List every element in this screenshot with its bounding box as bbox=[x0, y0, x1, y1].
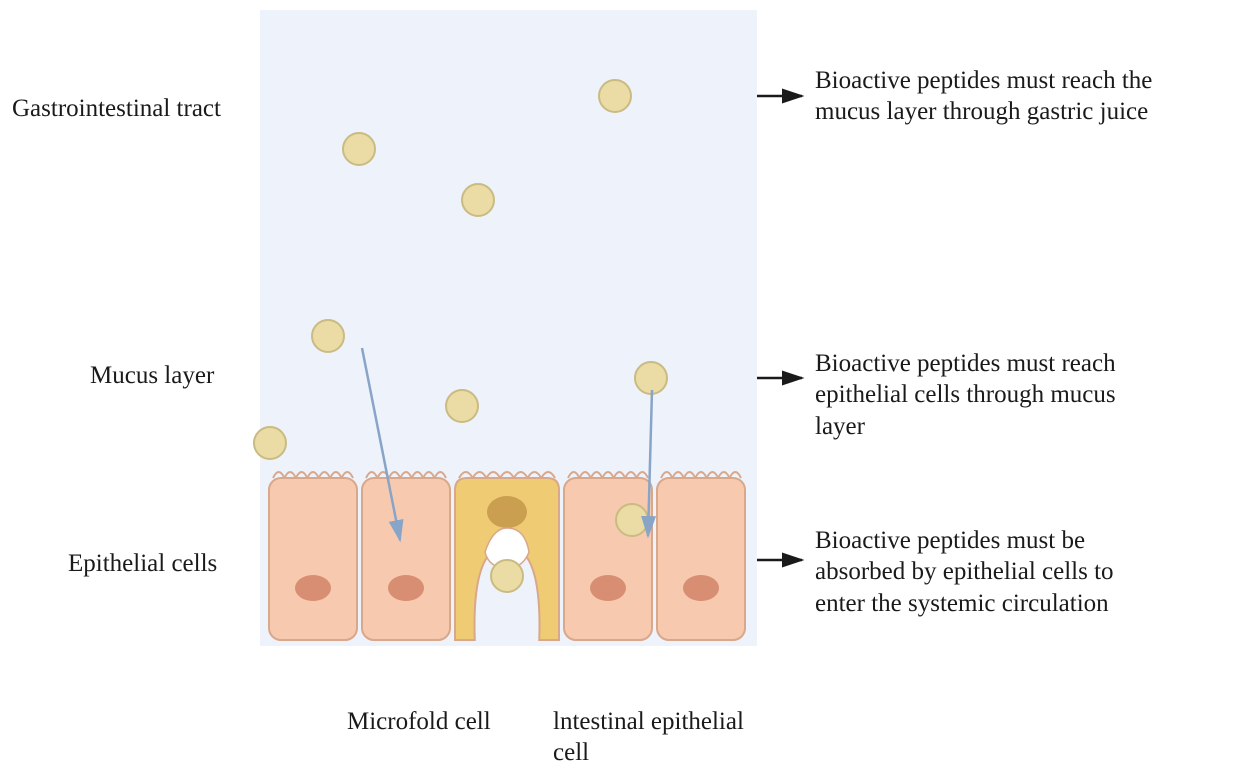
epithelial-cell bbox=[564, 472, 652, 640]
peptide-icon bbox=[599, 80, 631, 112]
peptide-icon bbox=[312, 320, 344, 352]
peptide-icon bbox=[254, 427, 286, 459]
peptide-icon bbox=[446, 390, 478, 422]
epithelial-cell bbox=[269, 472, 357, 640]
peptide-icon bbox=[635, 362, 667, 394]
epithelial-cell bbox=[362, 472, 450, 640]
diagram-stage: Gastrointestinal tract Mucus layer Epith… bbox=[0, 0, 1248, 766]
epithelial-cell bbox=[657, 472, 745, 640]
peptide-icon bbox=[491, 560, 523, 592]
peptide-icon bbox=[343, 133, 375, 165]
peptide-icon bbox=[616, 504, 648, 536]
peptide-icon bbox=[462, 184, 494, 216]
diagram-svg bbox=[0, 0, 1248, 766]
